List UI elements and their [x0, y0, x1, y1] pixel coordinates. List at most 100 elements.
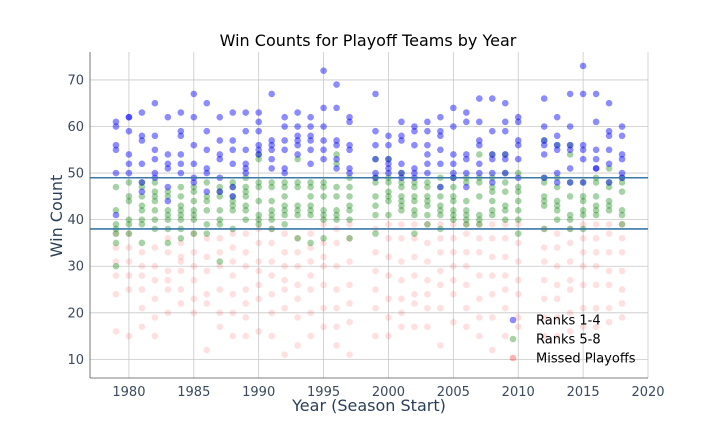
point-missed-playoffs: [540, 314, 548, 321]
point-ranks-1-4: [424, 169, 431, 177]
point-ranks-5-8: [372, 193, 379, 200]
point-missed-playoffs: [411, 234, 418, 242]
point-ranks-5-8: [385, 197, 392, 205]
point-missed-playoffs: [229, 230, 237, 237]
point-ranks-1-4: [618, 123, 626, 130]
point-ranks-5-8: [514, 230, 522, 237]
point-missed-playoffs: [618, 300, 626, 307]
point-ranks-1-4: [177, 132, 185, 140]
point-ranks-5-8: [333, 160, 340, 168]
point-ranks-5-8: [216, 183, 224, 191]
point-ranks-5-8: [138, 216, 146, 223]
y-tick-label: 60: [67, 120, 84, 135]
point-ranks-1-4: [450, 169, 457, 177]
point-missed-playoffs: [579, 248, 587, 256]
point-missed-playoffs: [203, 290, 211, 298]
point-ranks-5-8: [151, 207, 159, 214]
point-missed-playoffs: [411, 290, 418, 298]
point-ranks-1-4: [125, 127, 133, 135]
point-ranks-5-8: [242, 183, 250, 191]
point-ranks-1-4: [320, 137, 327, 144]
point-ranks-1-4: [385, 132, 392, 140]
point-missed-playoffs: [476, 314, 483, 321]
point-ranks-5-8: [320, 216, 327, 223]
point-ranks-5-8: [463, 207, 470, 214]
point-ranks-5-8: [346, 193, 353, 200]
point-ranks-5-8: [190, 207, 198, 214]
point-ranks-1-4: [307, 160, 314, 168]
point-ranks-5-8: [333, 193, 340, 200]
point-missed-playoffs: [450, 234, 457, 242]
point-missed-playoffs: [450, 276, 457, 284]
point-missed-playoffs: [151, 262, 159, 270]
point-missed-playoffs: [463, 221, 470, 228]
point-ranks-5-8: [281, 207, 288, 214]
point-missed-playoffs: [566, 309, 574, 317]
point-ranks-5-8: [553, 216, 561, 223]
point-missed-playoffs: [553, 230, 561, 237]
point-missed-playoffs: [333, 304, 340, 312]
point-ranks-1-4: [566, 146, 574, 154]
point-ranks-5-8: [501, 179, 509, 186]
point-missed-playoffs: [501, 332, 509, 340]
point-missed-playoffs: [398, 323, 405, 331]
point-ranks-1-4: [411, 165, 418, 172]
point-ranks-5-8: [540, 202, 548, 209]
point-missed-playoffs: [255, 267, 262, 275]
point-missed-playoffs: [385, 221, 392, 228]
point-missed-playoffs: [514, 258, 522, 265]
point-missed-playoffs: [216, 286, 224, 293]
point-missed-playoffs: [229, 258, 237, 265]
point-ranks-1-4: [476, 95, 483, 102]
point-ranks-5-8: [177, 193, 185, 200]
point-ranks-5-8: [450, 216, 457, 223]
point-missed-playoffs: [488, 290, 496, 298]
point-ranks-1-4: [592, 165, 600, 172]
point-ranks-5-8: [514, 216, 522, 223]
point-ranks-5-8: [216, 216, 224, 223]
point-missed-playoffs: [450, 221, 457, 228]
point-ranks-5-8: [501, 151, 509, 158]
point-ranks-5-8: [151, 193, 159, 200]
point-ranks-1-4: [605, 132, 613, 140]
point-ranks-5-8: [190, 197, 198, 205]
point-ranks-5-8: [307, 211, 314, 219]
point-ranks-5-8: [164, 216, 172, 223]
point-ranks-5-8: [514, 197, 522, 205]
point-ranks-1-4: [553, 132, 561, 140]
point-ranks-5-8: [151, 188, 159, 196]
point-ranks-1-4: [579, 62, 587, 70]
point-ranks-5-8: [294, 183, 301, 191]
point-ranks-5-8: [579, 211, 587, 219]
point-ranks-5-8: [592, 207, 600, 214]
point-ranks-1-4: [242, 165, 250, 172]
point-ranks-5-8: [307, 183, 314, 191]
point-ranks-5-8: [281, 221, 288, 228]
point-ranks-5-8: [112, 262, 120, 270]
point-missed-playoffs: [216, 248, 224, 256]
legend-marker: [509, 316, 517, 324]
point-ranks-1-4: [463, 109, 470, 116]
point-missed-playoffs: [579, 281, 587, 289]
point-ranks-1-4: [514, 113, 522, 121]
point-missed-playoffs: [333, 323, 340, 331]
point-ranks-1-4: [540, 137, 548, 144]
point-ranks-5-8: [281, 183, 288, 191]
point-missed-playoffs: [579, 323, 587, 331]
point-missed-playoffs: [190, 262, 198, 270]
point-ranks-1-4: [216, 188, 224, 196]
point-missed-playoffs: [216, 323, 224, 331]
point-ranks-1-4: [112, 123, 120, 130]
point-ranks-5-8: [605, 179, 613, 186]
point-ranks-5-8: [112, 230, 120, 237]
point-ranks-1-4: [203, 165, 211, 172]
point-missed-playoffs: [268, 272, 275, 279]
point-missed-playoffs: [424, 290, 431, 298]
point-ranks-1-4: [164, 165, 172, 172]
point-missed-playoffs: [592, 304, 600, 312]
point-ranks-1-4: [320, 146, 327, 154]
point-missed-playoffs: [592, 281, 600, 289]
point-ranks-1-4: [540, 151, 548, 158]
point-ranks-1-4: [463, 183, 470, 191]
